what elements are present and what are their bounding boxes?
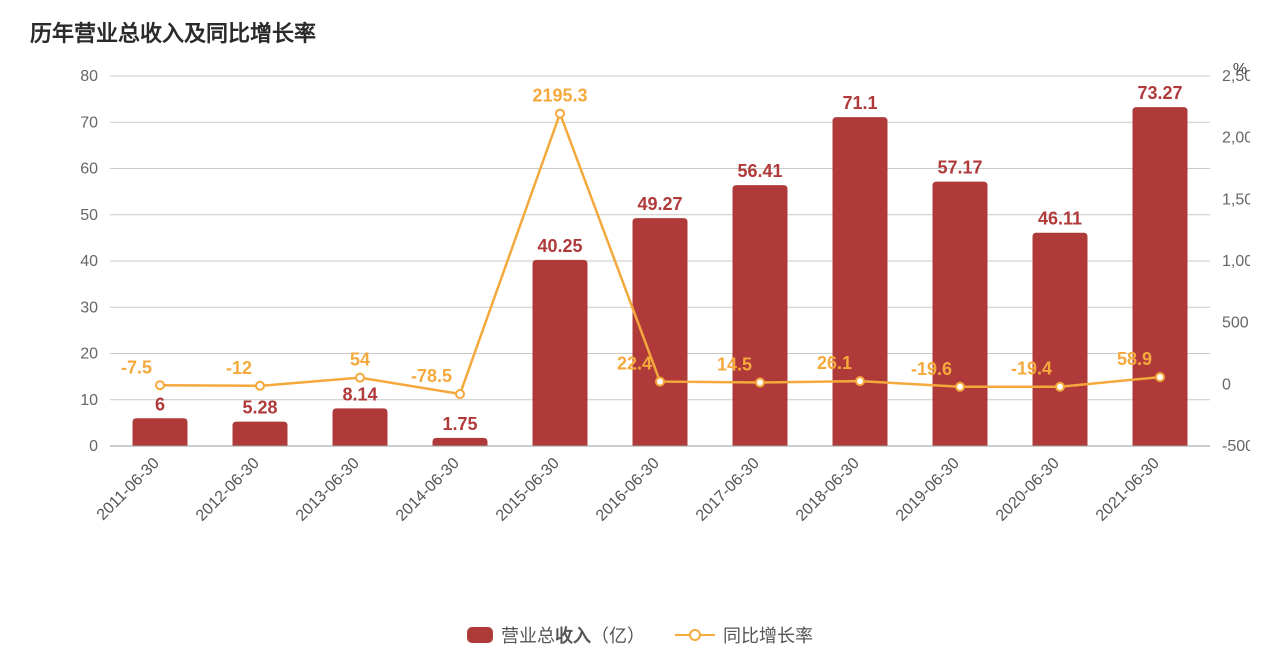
- bar-value-label: 49.27: [637, 194, 682, 214]
- svg-text:0: 0: [89, 438, 98, 455]
- line-value-label: 58.9: [1117, 349, 1152, 369]
- line-marker: [456, 390, 464, 398]
- x-tick-label: 2018-06-30: [793, 455, 863, 525]
- line-value-label: -7.5: [121, 357, 152, 377]
- svg-text:1,500: 1,500: [1222, 191, 1250, 208]
- line-marker: [356, 374, 364, 382]
- line-marker: [756, 379, 764, 387]
- bar-value-label: 73.27: [1137, 83, 1182, 103]
- bar-value-label: 57.17: [937, 158, 982, 178]
- bar: [1133, 107, 1188, 446]
- line-marker: [556, 110, 564, 118]
- svg-text:1,000: 1,000: [1222, 253, 1250, 270]
- line-marker: [656, 378, 664, 386]
- x-tick-label: 2019-06-30: [893, 455, 963, 525]
- bar: [233, 422, 288, 446]
- svg-text:30: 30: [80, 299, 98, 316]
- line-marker: [1056, 383, 1064, 391]
- svg-text:60: 60: [80, 161, 98, 178]
- line-marker: [256, 382, 264, 390]
- x-tick-label: 2016-06-30: [593, 455, 663, 525]
- line-marker: [956, 383, 964, 391]
- bar-value-label: 40.25: [537, 236, 582, 256]
- svg-text:50: 50: [80, 207, 98, 224]
- line-marker: [856, 377, 864, 385]
- line-value-label: 54: [350, 350, 370, 370]
- legend-bar-label: 营业总收入（亿）: [501, 622, 645, 648]
- bar-value-label: 46.11: [1038, 209, 1082, 229]
- line-marker: [1156, 373, 1164, 381]
- bar-value-label: 8.14: [342, 384, 377, 404]
- svg-text:10: 10: [80, 392, 98, 409]
- line-value-label: 26.1: [817, 353, 852, 373]
- bar: [333, 408, 388, 446]
- line-marker: [156, 381, 164, 389]
- x-tick-label: 2013-06-30: [293, 455, 363, 525]
- title-text-1: 收入及同比增: [140, 21, 272, 46]
- svg-text:500: 500: [1222, 315, 1249, 332]
- bar: [733, 185, 788, 446]
- bar-value-label: 5.28: [242, 398, 277, 418]
- legend-line-label: 同比增长率: [723, 622, 813, 648]
- line-value-label: -19.4: [1011, 359, 1052, 379]
- line-value-label: -78.5: [411, 366, 452, 386]
- chart-container: 历年营业总收入及同比增长率 0 10 20 30 40 50 60 70 80 -500 0 500 1…: [0, 0, 1280, 640]
- x-tick-label: 2014-06-30: [393, 455, 463, 525]
- svg-text:20: 20: [80, 346, 98, 363]
- x-tick-label: 2015-06-30: [493, 455, 563, 525]
- svg-text:2,000: 2,000: [1222, 130, 1250, 147]
- bar: [133, 418, 188, 446]
- chart-title: 历年营业总收入及同比增长率: [30, 16, 1250, 48]
- line-value-label: 14.5: [717, 355, 752, 375]
- svg-text:80: 80: [80, 68, 98, 85]
- bar-value-label: 6: [155, 394, 165, 414]
- legend-item-line: 同比增长率: [675, 622, 813, 648]
- legend-bar-swatch: [467, 627, 493, 643]
- svg-text:-500: -500: [1222, 438, 1250, 455]
- bar-value-label: 71.1: [842, 93, 877, 113]
- line-value-label: -12: [226, 358, 252, 378]
- line-value-label: 2195.3: [532, 86, 587, 106]
- bar: [433, 438, 488, 446]
- svg-text:40: 40: [80, 253, 98, 270]
- x-tick-label: 2011-06-30: [94, 455, 163, 524]
- x-tick-label: 2020-06-30: [993, 455, 1063, 525]
- line-value-label: -19.6: [911, 359, 952, 379]
- bar-value-label: 56.41: [737, 161, 782, 181]
- bar: [833, 117, 888, 446]
- title-bold-2: 长: [272, 21, 294, 46]
- legend: 营业总收入（亿） 同比增长率: [30, 622, 1250, 648]
- title-bold-1: 历年营业总: [30, 21, 140, 46]
- bar: [533, 260, 588, 446]
- svg-text:70: 70: [80, 114, 98, 131]
- chart-area: 0 10 20 30 40 50 60 70 80 -500 0 500 1,000 1,500 2,000…: [30, 56, 1250, 616]
- bar-value-label: 1.75: [442, 414, 477, 434]
- svg-text:0: 0: [1222, 376, 1231, 393]
- legend-item-bar: 营业总收入（亿）: [467, 622, 645, 648]
- line-value-label: 22.4: [617, 354, 652, 374]
- svg-text:%: %: [1233, 61, 1247, 78]
- x-tick-label: 2017-06-30: [693, 455, 763, 525]
- x-tick-label: 2021-06-30: [1093, 455, 1163, 525]
- chart-svg: 0 10 20 30 40 50 60 70 80 -500 0 500 1,000 1,500 2,000…: [30, 56, 1250, 576]
- title-text-2: 率: [294, 21, 316, 46]
- legend-line-swatch: [675, 627, 715, 643]
- bar: [933, 182, 988, 446]
- bar: [1033, 233, 1088, 446]
- x-tick-label: 2012-06-30: [193, 455, 263, 525]
